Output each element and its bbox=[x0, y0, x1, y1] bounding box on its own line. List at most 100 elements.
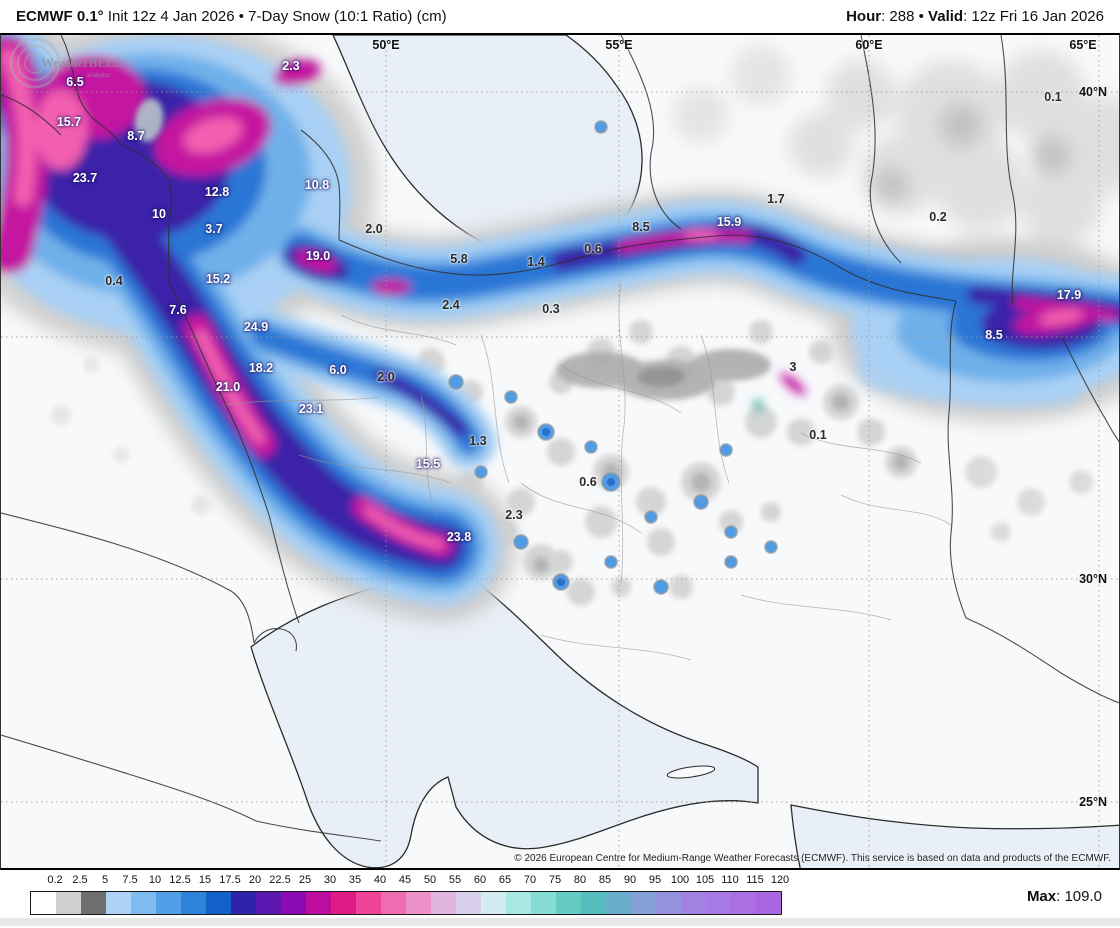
gridlines bbox=[1, 35, 1119, 868]
map-value-label: 23.8 bbox=[446, 530, 472, 544]
colorbar-tick-label: 75 bbox=[548, 874, 562, 886]
colorbar-tick-label: 10 bbox=[148, 874, 162, 886]
map-value-label: 21.0 bbox=[215, 380, 241, 394]
latitude-label: 25°N bbox=[1079, 795, 1107, 809]
colorbar-tick-label: 7.5 bbox=[122, 874, 138, 886]
map-value-label: 15.7 bbox=[56, 115, 82, 129]
map-value-label: 5.8 bbox=[450, 252, 468, 266]
map-value-label: 0.6 bbox=[579, 475, 597, 489]
map-value-label: 1.3 bbox=[469, 434, 487, 448]
colorbar-cell bbox=[481, 892, 506, 914]
colorbar-cell bbox=[156, 892, 181, 914]
colorbar-tick-label: 12.5 bbox=[169, 874, 191, 886]
colorbar-cell bbox=[581, 892, 606, 914]
init-and-product: Init 12z 4 Jan 2026 • 7-Day Snow (10:1 R… bbox=[103, 8, 447, 25]
map-value-label: 23.1 bbox=[298, 402, 324, 416]
map-value-label: 7.6 bbox=[169, 303, 187, 317]
map-overlay: 50°E 55°E 60°E 65°E 40°N 30°N 25°N 6.5 15.7 23.… bbox=[1, 35, 1119, 868]
map-value-label: 0.4 bbox=[105, 274, 123, 288]
colorbar-tick-label: 85 bbox=[598, 874, 612, 886]
colorbar-cell bbox=[56, 892, 81, 914]
map-value-label: 0.2 bbox=[929, 210, 947, 224]
weather-map: 50°E 55°E 60°E 65°E 40°N 30°N 25°N 6.5 15.7 23.… bbox=[0, 33, 1120, 870]
map-value-label: 0.6 bbox=[584, 242, 602, 256]
map-value-label: 19.0 bbox=[305, 249, 331, 263]
colorbar-cell bbox=[206, 892, 231, 914]
weatherbell-logo: WeatherBELL analytics bbox=[9, 37, 124, 89]
valid-value: : 12z Fri 16 Jan 2026 bbox=[963, 8, 1104, 25]
colorbar-cell bbox=[756, 892, 781, 914]
bottom-edge bbox=[0, 918, 1120, 926]
colorbar-tick-label: 50 bbox=[423, 874, 437, 886]
legend-bar: 0.2 2.5 5 7.5 10 12.5 15 17.5 20 22.5 25 30 35 40 45 50… bbox=[0, 870, 1120, 926]
colorbar-tick-label: 25 bbox=[298, 874, 312, 886]
hour-label: Hour bbox=[846, 8, 882, 25]
map-value-label: 10 bbox=[152, 207, 166, 221]
colorbar-tick-label: 45 bbox=[398, 874, 412, 886]
colorbar-tick-label: 22.5 bbox=[269, 874, 291, 886]
colorbar-cell bbox=[506, 892, 531, 914]
colorbar-tick-label: 55 bbox=[448, 874, 462, 886]
map-value-label: 15.2 bbox=[205, 272, 231, 286]
colorbar-tick-label: 30 bbox=[323, 874, 337, 886]
map-value-label: 23.7 bbox=[72, 171, 98, 185]
longitude-label: 55°E bbox=[605, 38, 633, 52]
map-value-label: 2.0 bbox=[377, 370, 395, 384]
map-value-label: 8.5 bbox=[632, 220, 650, 234]
logo-subtext: analytics bbox=[87, 73, 110, 79]
colorbar-tick-label: 20 bbox=[248, 874, 262, 886]
colorbar-cell bbox=[356, 892, 381, 914]
map-value-label: 3.7 bbox=[205, 222, 223, 236]
header-bar: ECMWF 0.1° Init 12z 4 Jan 2026 • 7-Day S… bbox=[0, 0, 1120, 33]
max-number: : 109.0 bbox=[1056, 888, 1102, 905]
colorbar-tick-label: 70 bbox=[523, 874, 537, 886]
map-value-label: 0.1 bbox=[809, 428, 827, 442]
colorbar-cell bbox=[31, 892, 56, 914]
model-name: ECMWF 0.1° bbox=[16, 8, 104, 25]
map-value-label: 0.3 bbox=[542, 302, 560, 316]
map-title: ECMWF 0.1° Init 12z 4 Jan 2026 • 7-Day S… bbox=[16, 8, 447, 25]
colorbar-cell bbox=[181, 892, 206, 914]
colorbar-tick-label: 0.2 bbox=[47, 874, 63, 886]
colorbar-cell bbox=[556, 892, 581, 914]
map-value-label: 8.5 bbox=[985, 328, 1003, 342]
colorbar-cell bbox=[656, 892, 681, 914]
map-value-label: 2.4 bbox=[442, 298, 460, 312]
map-value-label: 2.0 bbox=[365, 222, 383, 236]
max-value: Max: 109.0 bbox=[1027, 888, 1102, 905]
colorbar-tick-label: 80 bbox=[573, 874, 587, 886]
colorbar-cell bbox=[306, 892, 331, 914]
colorbar-cells bbox=[30, 891, 782, 915]
map-value-label: 24.9 bbox=[243, 320, 269, 334]
attribution: © 2026 European Centre for Medium-Range … bbox=[514, 853, 1111, 864]
latitude-label: 30°N bbox=[1079, 572, 1107, 586]
colorbar-tick-label: 110 bbox=[721, 874, 739, 886]
map-value-label: 18.2 bbox=[248, 361, 274, 375]
colorbar-cell bbox=[331, 892, 356, 914]
map-graphic bbox=[1, 35, 1119, 868]
map-value-label: 3 bbox=[789, 360, 797, 374]
colorbar-cell bbox=[706, 892, 731, 914]
map-value-label: 0.1 bbox=[1044, 90, 1062, 104]
longitude-label: 60°E bbox=[855, 38, 883, 52]
colorbar-cell bbox=[256, 892, 281, 914]
colorbar-tick-label: 65 bbox=[498, 874, 512, 886]
colorbar-cell bbox=[606, 892, 631, 914]
map-value-label: 15.9 bbox=[716, 215, 742, 229]
longitude-label: 50°E bbox=[372, 38, 400, 52]
colorbar-cell bbox=[81, 892, 106, 914]
map-value-label: 15.5 bbox=[415, 457, 441, 471]
map-value-label: 8.7 bbox=[127, 129, 145, 143]
blue-spots bbox=[448, 120, 778, 595]
colorbar-cell bbox=[631, 892, 656, 914]
map-value-label: 2.3 bbox=[505, 508, 523, 522]
colorbar-cell bbox=[106, 892, 131, 914]
colorbar-cell bbox=[431, 892, 456, 914]
map-value-label: 1.7 bbox=[767, 192, 785, 206]
colorbar-cell bbox=[231, 892, 256, 914]
valid-label: Valid bbox=[928, 8, 964, 25]
valid-time: Hour: 288 • Valid: 12z Fri 16 Jan 2026 bbox=[846, 8, 1104, 25]
map-value-label: 2.3 bbox=[282, 59, 300, 73]
colorbar-tick-label: 15 bbox=[198, 874, 212, 886]
colorbar-cell bbox=[681, 892, 706, 914]
